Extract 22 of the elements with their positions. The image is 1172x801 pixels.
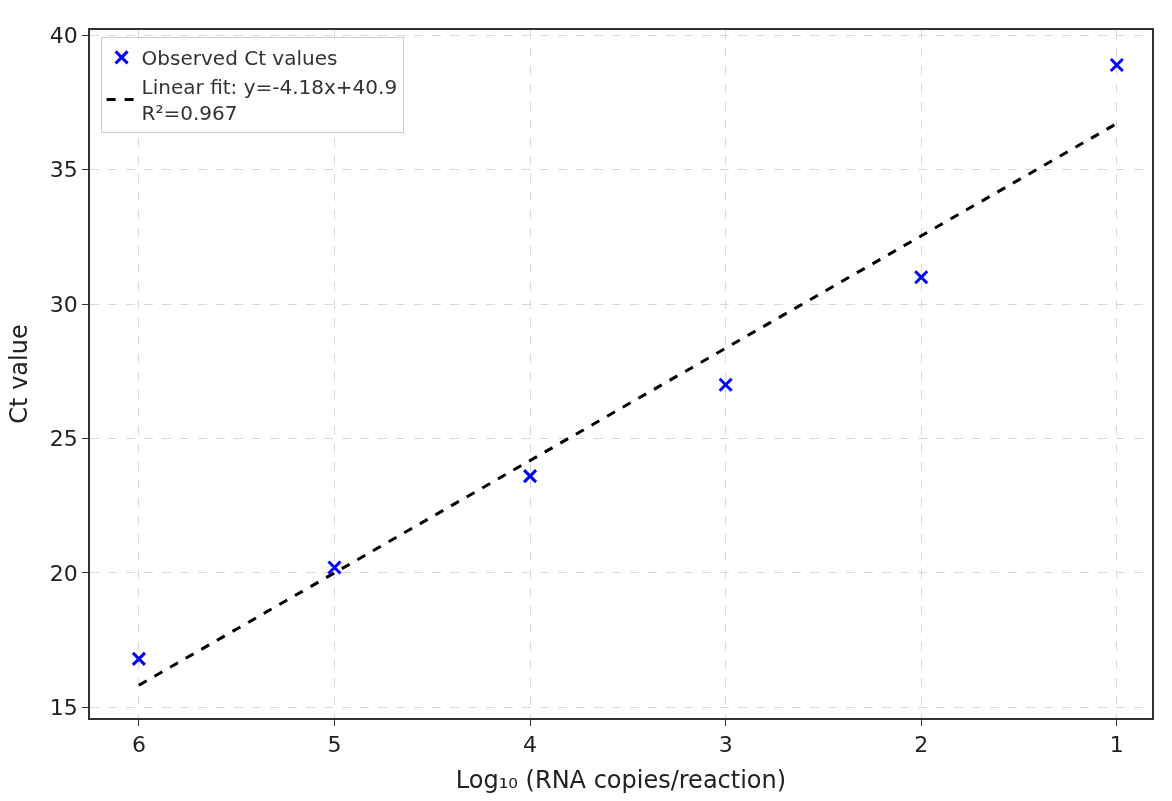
x-tick-label: 6 [131,732,146,758]
y-tick-label: 20 [49,560,78,586]
x-tick-label: 4 [523,732,538,758]
point [131,651,147,667]
point [1109,57,1125,73]
point [326,560,342,575]
x-tick-label: 2 [914,732,929,758]
legend-label: Observed Ct values [141,46,338,71]
legend-label: Linear fit: y=-4.18x+40.9 R²=0.967 [141,75,398,126]
point [522,468,538,484]
x-tick-label: 1 [1109,732,1124,758]
y-tick-label: 40 [49,23,78,49]
x-axis-title: Log₁₀ (RNA copies/reaction) [455,765,787,794]
x-tick-label: 5 [327,732,342,758]
x-tick-label: 3 [718,732,733,758]
y-tick-label: 35 [49,157,78,183]
y-tick-label: 25 [49,426,78,452]
y-axis-title: Ct value [5,324,34,424]
point [718,377,734,393]
y-tick-label: 30 [49,291,78,317]
y-tick-label: 15 [49,694,78,720]
point [913,269,929,285]
